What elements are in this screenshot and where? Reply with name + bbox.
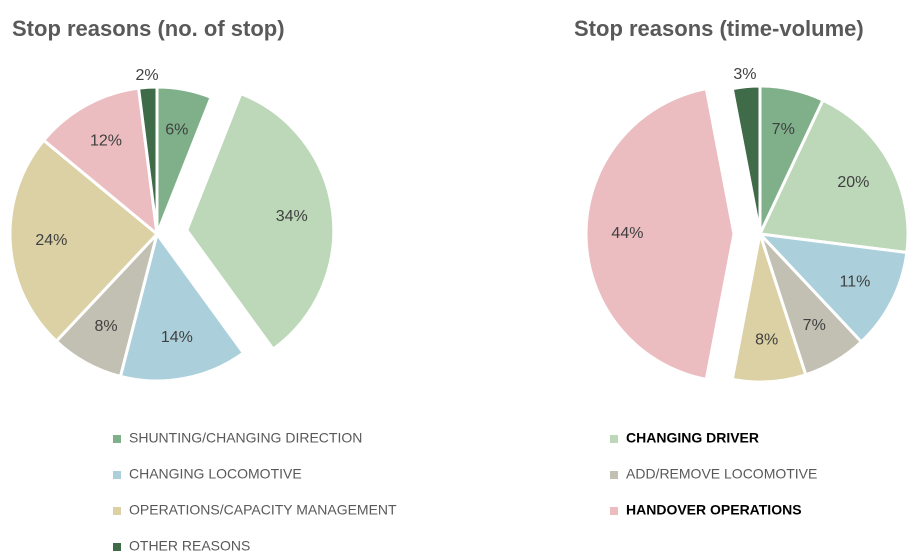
legend-label: HANDOVER OPERATIONS <box>626 502 802 518</box>
pie-slice <box>756 231 909 345</box>
legend-label: CHANGING LOCOMOTIVE <box>129 466 302 482</box>
data-label: 44% <box>611 225 643 242</box>
pie-slice <box>8 138 160 344</box>
legend-swatch <box>610 507 618 515</box>
data-label: 7% <box>772 121 795 138</box>
data-label: 8% <box>94 318 117 335</box>
legend-label: ADD/REMOVE LOCOMOTIVE <box>626 466 817 482</box>
pie-slice <box>118 230 246 383</box>
legend-swatch <box>113 543 121 551</box>
pie-slice <box>730 84 762 235</box>
data-label: 3% <box>733 66 756 83</box>
data-label: 24% <box>35 232 67 249</box>
pie-slice <box>584 86 736 382</box>
pie-slice <box>41 86 159 238</box>
legend-swatch <box>113 435 121 443</box>
data-label: 2% <box>135 67 158 84</box>
legend-label: OPERATIONS/CAPACITY MANAGEMENT <box>129 502 397 518</box>
data-label: 8% <box>755 332 778 349</box>
pie-slice <box>136 85 159 235</box>
data-label: 6% <box>165 121 188 138</box>
pie-slice <box>757 98 909 255</box>
data-label: 20% <box>837 174 869 191</box>
legend-label: SHUNTING/CHANGING DIRECTION <box>129 430 362 446</box>
data-label: 12% <box>90 132 122 149</box>
data-label: 7% <box>803 317 826 334</box>
chart-title: Stop reasons (time-volume) <box>574 16 864 41</box>
legend-swatch <box>113 471 121 479</box>
data-label: 11% <box>840 274 871 291</box>
legend-swatch <box>610 471 618 479</box>
legend-swatch <box>113 507 121 515</box>
legend-label: OTHER REASONS <box>129 538 250 554</box>
chart-title: Stop reasons (no. of stop) <box>12 16 285 41</box>
legend-swatch <box>610 435 618 443</box>
data-label: 14% <box>161 329 193 346</box>
data-label: 34% <box>276 208 308 225</box>
pie-slice <box>730 233 808 384</box>
legend-label: CHANGING DRIVER <box>626 430 759 446</box>
pie-slice <box>185 91 336 352</box>
